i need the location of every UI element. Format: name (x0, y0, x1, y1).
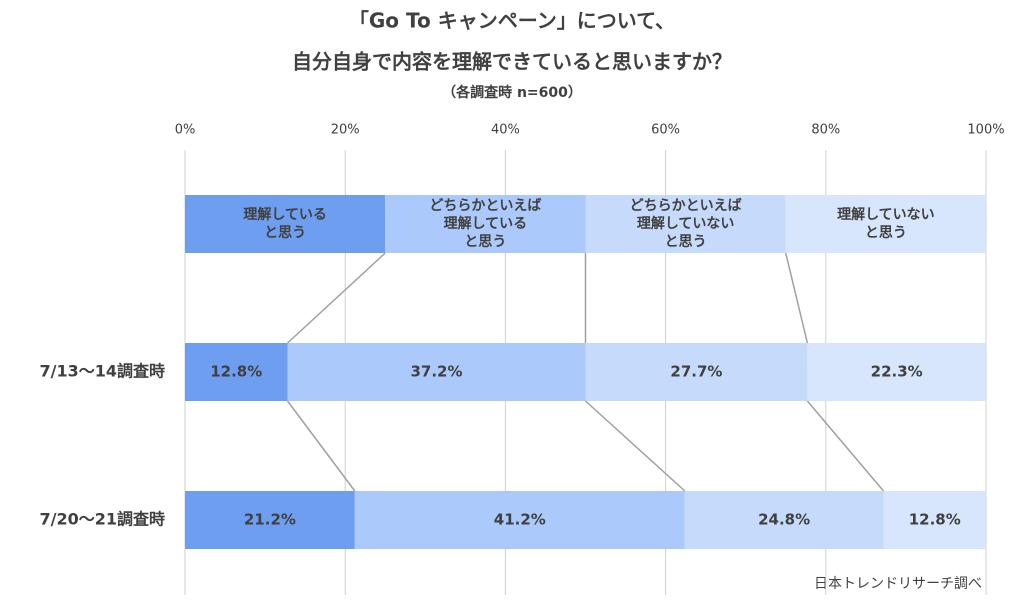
value-label: 21.2% (244, 511, 296, 529)
bar-segment (185, 343, 288, 401)
connector (785, 252, 809, 344)
x-tick-label: 20% (331, 123, 360, 138)
value-label: 22.3% (871, 363, 923, 381)
value-label: 41.2% (494, 511, 546, 529)
bar-segment (883, 491, 986, 549)
source: 日本トレンドリサーチ調べ (814, 576, 982, 592)
legend-label: 理解していない と思う (837, 207, 935, 241)
connector (806, 400, 885, 492)
legend-key (585, 195, 786, 253)
chart-subtitle: （各調査時 n=600） (442, 84, 582, 101)
bar-segment (684, 491, 884, 549)
legend-key (785, 195, 986, 253)
legend-label: どちらかといえば 理解している と思う (429, 198, 542, 250)
bar-segment (585, 343, 808, 401)
value-label: 12.8% (210, 363, 262, 381)
x-tick-label: 60% (651, 123, 680, 138)
legend-key (185, 195, 386, 253)
x-tick-label: 100% (967, 123, 1004, 138)
bar-segment (185, 491, 355, 549)
value-label: 37.2% (410, 363, 462, 381)
connector (286, 400, 356, 492)
y-tick-label: 7/20〜21調査時 (39, 510, 165, 529)
connector (287, 252, 386, 344)
legend-key (385, 195, 586, 253)
bar-segment (287, 343, 586, 401)
value-label: 24.8% (758, 511, 810, 529)
legend-label: 理解している と思う (243, 207, 327, 241)
bar-segment (354, 491, 685, 549)
x-tick-label: 0% (175, 123, 196, 138)
bar-segment (807, 343, 986, 401)
y-tick-label: 7/13〜14調査時 (39, 362, 165, 381)
connector (584, 400, 686, 492)
legend-label: どちらかといえば 理解していない と思う (629, 198, 742, 250)
value-label: 12.8% (909, 511, 961, 529)
chart-title: 「Go To キャンペーン」について、 (349, 9, 675, 33)
x-tick-label: 80% (811, 123, 840, 138)
chart-title: 自分自身で内容を理解できていると思いますか？ (292, 50, 732, 74)
x-tick-label: 40% (491, 123, 520, 138)
value-label: 27.7% (670, 363, 722, 381)
